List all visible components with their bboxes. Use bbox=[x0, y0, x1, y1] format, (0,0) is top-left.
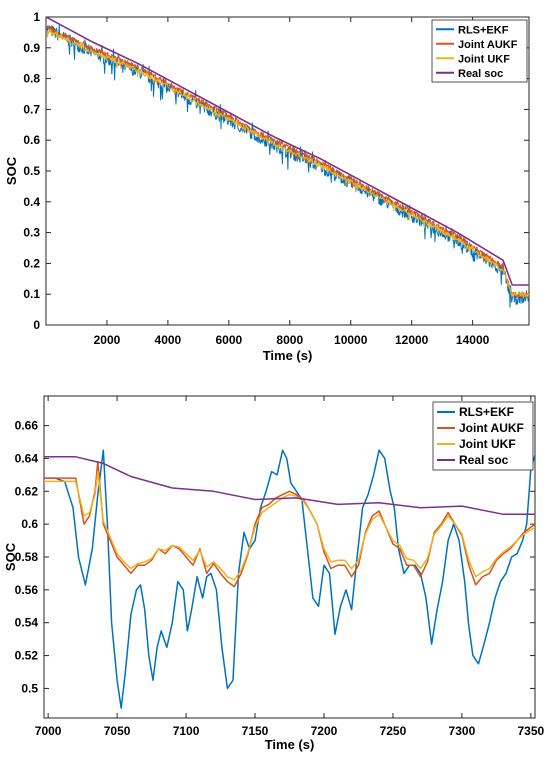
legend: RLS+EKF Joint AUKF Joint UKF Real soc bbox=[431, 19, 528, 83]
y-tick-label: 0.3 bbox=[23, 226, 40, 240]
legend-label: Joint UKF bbox=[459, 437, 516, 451]
y-tick-label: 0.5 bbox=[21, 681, 38, 695]
y-tick-label: 0.58 bbox=[15, 550, 39, 564]
x-tick-label: 7000 bbox=[35, 724, 62, 738]
legend-label: RLS+EKF bbox=[459, 405, 514, 419]
x-tick-label: 2000 bbox=[94, 333, 121, 347]
y-tick-label: 0.9 bbox=[23, 41, 40, 55]
x-tick-label: 7200 bbox=[311, 724, 338, 738]
series-line-joint-aukf bbox=[44, 460, 535, 588]
legend-label: Real soc bbox=[459, 453, 509, 467]
y-axis-label: SOC bbox=[4, 156, 19, 185]
y-tick-label: 0.66 bbox=[15, 419, 39, 433]
y-tick-label: 0.64 bbox=[15, 451, 39, 465]
x-tick-label: 7150 bbox=[242, 724, 269, 738]
y-tick-label: 0.62 bbox=[15, 484, 39, 498]
series-group bbox=[46, 17, 529, 308]
x-tick-label: 7100 bbox=[173, 724, 200, 738]
x-tick-label: 7250 bbox=[380, 724, 407, 738]
y-tick-label: 0.7 bbox=[23, 102, 40, 116]
x-tick-label: 7350 bbox=[518, 724, 545, 738]
y-tick-label: 0.6 bbox=[21, 517, 38, 531]
y-tick-label: 0.5 bbox=[23, 164, 40, 178]
legend: RLS+EKF Joint AUKF Joint UKF Real soc bbox=[432, 401, 534, 471]
series-line-joint-ukf bbox=[46, 29, 529, 299]
y-tick-label: 0.56 bbox=[15, 583, 39, 597]
y-tick-label: 0.2 bbox=[23, 256, 40, 270]
y-tick-label: 0.4 bbox=[23, 195, 40, 209]
x-axis-label: Time (s) bbox=[263, 348, 313, 363]
bottom-chart-panel: 7000 7050 7100 7150 7200 7250 7300 7350 0.5 0.52 0… bbox=[3, 395, 545, 752]
legend-label: Joint AUKF bbox=[458, 39, 518, 51]
y-tick-label: 0.1 bbox=[23, 287, 40, 301]
top-chart-panel: 2000 4000 6000 8000 10000 12000 14000 0 0.1 0.2 0.… bbox=[4, 10, 530, 363]
x-tick-label: 8000 bbox=[276, 333, 303, 347]
x-tick-label: 4000 bbox=[155, 333, 182, 347]
x-tick-label: 14000 bbox=[456, 333, 490, 347]
y-tick-label: 1 bbox=[33, 10, 40, 24]
series-line-real-soc bbox=[46, 17, 529, 286]
x-tick-label: 6000 bbox=[215, 333, 242, 347]
legend-box bbox=[431, 19, 528, 83]
y-tick-label: 0.54 bbox=[15, 616, 39, 630]
legend-box bbox=[432, 401, 534, 471]
x-tick-label: 7050 bbox=[104, 724, 131, 738]
legend-label: RLS+EKF bbox=[458, 24, 509, 36]
series-line-joint-ukf bbox=[44, 470, 535, 581]
y-axis-label: SOC bbox=[3, 542, 18, 571]
legend-label: Joint UKF bbox=[458, 53, 510, 65]
x-tick-label: 12000 bbox=[395, 333, 429, 347]
legend-label: Real soc bbox=[458, 68, 503, 80]
series-line-real-soc bbox=[44, 456, 535, 516]
y-tick-label: 0.6 bbox=[23, 133, 40, 147]
y-tick-label: 0.52 bbox=[15, 649, 39, 663]
series-group bbox=[44, 449, 535, 709]
x-axis-label: Time (s) bbox=[265, 737, 315, 752]
y-tick-label: 0 bbox=[33, 318, 40, 332]
series-line-rls-ekf bbox=[44, 449, 535, 709]
legend-label: Joint AUKF bbox=[459, 421, 524, 435]
x-tick-label: 7300 bbox=[449, 724, 476, 738]
y-tick-label: 0.8 bbox=[23, 72, 40, 86]
x-tick-label: 10000 bbox=[334, 333, 368, 347]
